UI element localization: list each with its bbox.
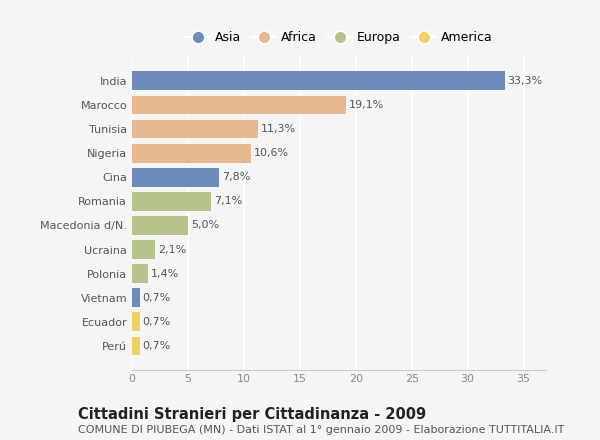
Text: 7,1%: 7,1% (214, 196, 242, 206)
Bar (132, 168, 219, 187)
Bar (132, 71, 505, 90)
Bar (132, 144, 251, 162)
Text: 10,6%: 10,6% (253, 148, 289, 158)
Text: 5,0%: 5,0% (191, 220, 219, 231)
Bar (132, 120, 259, 139)
Bar (132, 192, 211, 211)
Text: 33,3%: 33,3% (508, 76, 542, 86)
Legend: Asia, Africa, Europa, America: Asia, Africa, Europa, America (180, 26, 498, 49)
Text: 1,4%: 1,4% (151, 269, 179, 279)
Text: COMUNE DI PIUBEGA (MN) - Dati ISTAT al 1° gennaio 2009 - Elaborazione TUTTITALIA: COMUNE DI PIUBEGA (MN) - Dati ISTAT al 1… (78, 425, 565, 435)
Bar (132, 288, 140, 307)
Text: 7,8%: 7,8% (222, 172, 250, 182)
Bar (132, 264, 148, 283)
Bar (132, 312, 140, 331)
Bar (132, 216, 188, 235)
Text: 0,7%: 0,7% (143, 341, 171, 351)
Text: 0,7%: 0,7% (143, 317, 171, 327)
Bar (132, 337, 140, 356)
Text: 0,7%: 0,7% (143, 293, 171, 303)
Text: 19,1%: 19,1% (349, 100, 384, 110)
Bar (132, 95, 346, 114)
Text: 11,3%: 11,3% (261, 124, 296, 134)
Bar (132, 240, 155, 259)
Text: Cittadini Stranieri per Cittadinanza - 2009: Cittadini Stranieri per Cittadinanza - 2… (78, 407, 426, 422)
Text: 2,1%: 2,1% (158, 245, 187, 255)
